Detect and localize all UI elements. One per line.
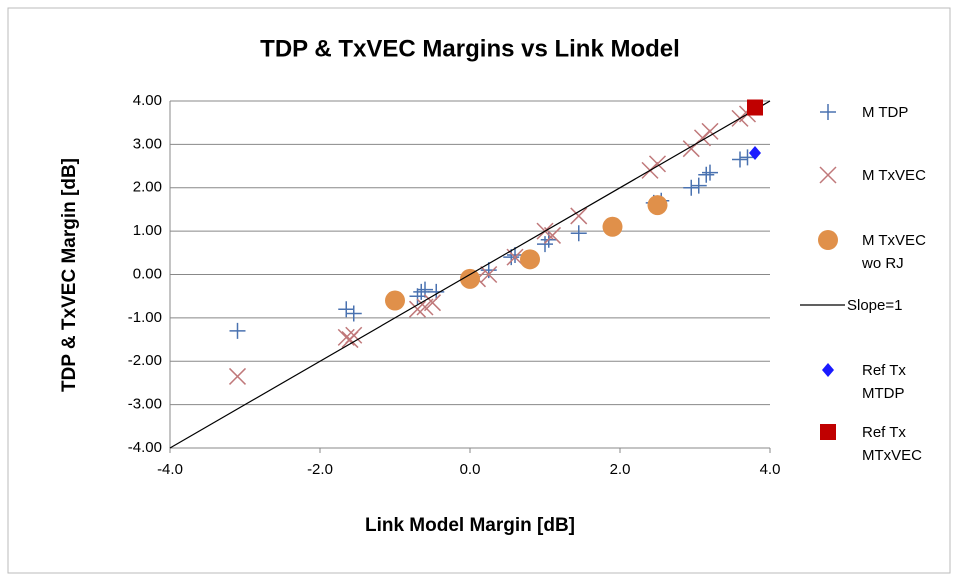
legend-symbol xyxy=(822,363,834,377)
point xyxy=(480,265,498,284)
point xyxy=(428,283,445,300)
chart-border xyxy=(7,7,951,574)
legend-label: M TxVEC xyxy=(862,166,926,184)
y-tick-label: -3.00 xyxy=(128,396,162,413)
point xyxy=(683,179,700,196)
legend-label: Ref Tx MTDP xyxy=(862,361,906,402)
legend-label: Ref Tx MTxVEC xyxy=(862,423,922,464)
point xyxy=(602,216,623,237)
y-tick-label: 3.00 xyxy=(133,135,162,152)
point xyxy=(732,151,748,168)
legend-label: M TxVEC wo RJ xyxy=(862,231,926,272)
point xyxy=(460,268,480,289)
legend-label: Slope=1 xyxy=(847,296,903,314)
point xyxy=(345,326,363,344)
point xyxy=(416,298,434,316)
y-tick-label: 1.00 xyxy=(133,222,162,239)
point xyxy=(698,166,715,183)
point xyxy=(413,283,430,300)
point xyxy=(690,177,707,194)
point xyxy=(338,301,355,318)
y-axis-label: TDP & TxVEC Margin [dB] xyxy=(59,158,80,392)
x-tick-label: -2.0 xyxy=(307,461,333,478)
point xyxy=(747,99,763,116)
chart-title: TDP & TxVEC Margins vs Link Model xyxy=(260,35,680,62)
slope-line xyxy=(169,100,771,449)
point xyxy=(409,288,426,305)
y-tick-label: 0.00 xyxy=(133,265,162,282)
point xyxy=(345,305,362,322)
y-tick-label: 4.00 xyxy=(133,92,162,109)
x-axis-label: Link Model Margin [dB] xyxy=(365,515,575,536)
point xyxy=(749,146,761,161)
point xyxy=(503,249,520,266)
point xyxy=(385,290,405,311)
point xyxy=(507,246,523,263)
legend-symbol xyxy=(820,424,836,440)
point xyxy=(570,225,587,242)
legend-label: M TDP xyxy=(862,103,909,121)
x-tick-label: 2.0 xyxy=(610,461,631,478)
point xyxy=(537,236,553,253)
point xyxy=(570,207,588,225)
x-tick-label: 0.0 xyxy=(460,461,481,478)
legend-symbol xyxy=(818,230,838,250)
y-tick-label: -4.00 xyxy=(128,439,162,456)
x-tick-label: -4.0 xyxy=(157,461,183,478)
point xyxy=(701,122,719,140)
point xyxy=(228,367,247,385)
y-tick-label: -1.00 xyxy=(128,309,162,326)
legend-symbol xyxy=(819,166,837,184)
y-tick-label: 2.00 xyxy=(133,179,162,196)
point xyxy=(702,164,718,181)
y-tick-label: -2.00 xyxy=(128,352,162,369)
point xyxy=(423,294,442,312)
point xyxy=(647,195,668,216)
point xyxy=(520,249,540,270)
x-tick-label: 4.0 xyxy=(760,461,781,478)
legend-symbol xyxy=(820,104,836,120)
point xyxy=(229,322,246,339)
